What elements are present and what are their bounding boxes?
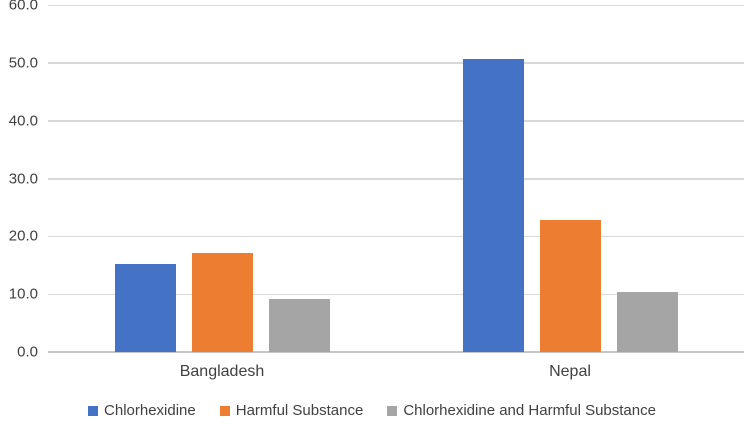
- gridline: [48, 120, 744, 122]
- x-category-label: Bangladesh: [179, 363, 265, 380]
- bar-group-bangladesh: [48, 253, 396, 352]
- legend-swatch-icon: [387, 406, 398, 416]
- legend-swatch-icon: [88, 406, 99, 416]
- y-tick-label: 20.0: [8, 227, 38, 245]
- legend-label: Chlorhexidine and Harmful Substance: [403, 402, 656, 419]
- bar-nepal-series-1: [539, 220, 601, 352]
- y-tick-label: 0.0: [17, 343, 38, 361]
- y-tick-label: 60.0: [8, 0, 38, 14]
- x-category-label: Nepal: [549, 363, 591, 380]
- bar-nepal-series-0: [462, 58, 524, 352]
- legend-item: Chlorhexidine: [88, 401, 196, 421]
- legend-label: Harmful Substance: [235, 402, 364, 419]
- y-tick-label: 10.0: [8, 285, 38, 303]
- legend-item: Chlorhexidine and Harmful Substance: [387, 401, 656, 421]
- x-axis-line: [48, 351, 744, 353]
- bar-bangladesh-series-2: [268, 298, 330, 352]
- bar-nepal-series-2: [616, 291, 678, 352]
- gridline: [48, 293, 744, 296]
- bar-bangladesh-series-1: [191, 253, 253, 352]
- y-tick-label: 40.0: [8, 112, 38, 130]
- gridline: [48, 4, 744, 6]
- y-tick-label: 50.0: [8, 54, 38, 72]
- y-tick-label: 30.0: [8, 170, 38, 187]
- legend-swatch-icon: [219, 406, 230, 416]
- gridline: [48, 235, 744, 238]
- legend-item: Harmful Substance: [219, 401, 364, 421]
- bar-group-nepal: [396, 58, 744, 352]
- plot-area: [48, 4, 744, 353]
- gridline: [48, 178, 744, 180]
- legend: Chlorhexidine Harmful Substance Chlorhexid…: [0, 401, 744, 421]
- legend-label: Chlorhexidine: [104, 402, 196, 419]
- x-axis: Bangladesh Nepal: [48, 360, 744, 384]
- bar-bangladesh-series-0: [114, 264, 176, 352]
- y-axis: 0.0 10.0 20.0 30.0 40.0 50.0 60.0: [0, 0, 38, 360]
- gridline: [48, 62, 744, 64]
